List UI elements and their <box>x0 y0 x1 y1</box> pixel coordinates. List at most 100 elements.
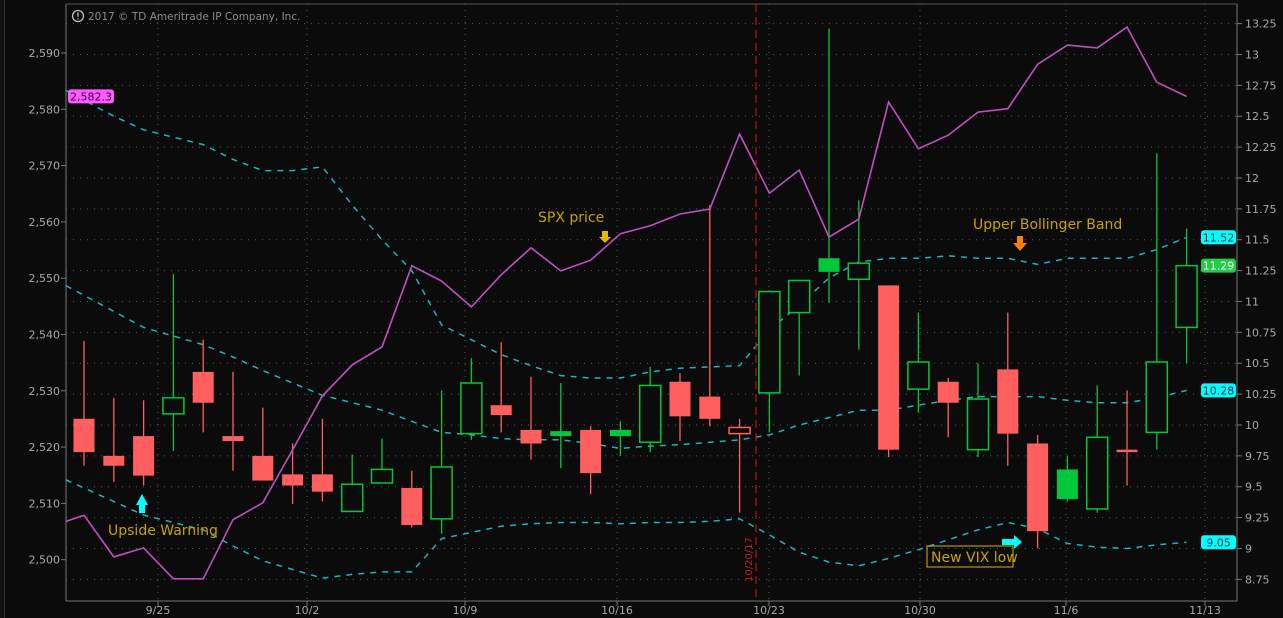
candle <box>669 373 691 442</box>
middle-band-value-label-text: 10.28 <box>1203 384 1235 397</box>
candle <box>907 312 930 413</box>
arrow-down-icon <box>599 231 611 243</box>
candle-body <box>103 455 125 466</box>
upside-warning-label: Upside Warning <box>108 523 218 539</box>
spx-price-label: SPX price <box>538 210 604 226</box>
upper-band-line <box>65 89 1187 379</box>
candle-body <box>370 468 394 484</box>
left-tick-label: 2,530 <box>29 385 61 398</box>
candle-body <box>997 369 1019 434</box>
copyright: 2017 © TD Ameritrade IP Company, Inc. <box>71 9 300 23</box>
copyright-text: 2017 © TD Ameritrade IP Company, Inc. <box>88 11 300 23</box>
new-vix-low-label: New VIX low <box>931 550 1018 566</box>
candle-body <box>580 429 602 474</box>
lower-band-value-label-bg <box>1201 535 1236 550</box>
candle <box>340 454 364 513</box>
right-tick-label: 10 <box>1245 419 1259 432</box>
candle-body <box>460 382 483 435</box>
x-tick-label: 10/23 <box>753 604 785 617</box>
spx-price-line-start <box>65 514 85 523</box>
annotations: Upside Warning SPX price Upper Bollinger… <box>108 210 1122 568</box>
middle-band-value-label: 10.28 <box>1201 383 1236 398</box>
candle-body <box>340 483 364 513</box>
left-tick-label: 2,590 <box>29 47 61 60</box>
candle <box>1175 228 1198 364</box>
candle <box>370 438 394 484</box>
upper-band-value-label-bg <box>1201 230 1236 245</box>
lower-band-line <box>65 479 1187 579</box>
x-tick-label: 10/2 <box>295 604 320 617</box>
candle-body <box>430 466 453 520</box>
new-vix-low-box <box>926 545 1014 568</box>
date-marker-label: 10/20/17 <box>744 537 755 582</box>
candle-body <box>728 426 751 435</box>
right-tick-label: 12 <box>1245 172 1259 185</box>
candle-body <box>490 405 512 416</box>
candle-body <box>699 396 721 419</box>
candle <box>401 470 423 528</box>
left-tick-label: 2,570 <box>29 160 61 173</box>
candle <box>638 366 662 453</box>
candle <box>460 358 483 440</box>
candle-body <box>907 361 930 390</box>
candle-body <box>73 418 95 453</box>
spx-last-price-label: 2,582.3 <box>68 89 114 104</box>
axes: 8.75 9 9.25 9.5 9.75 10 10.25 10.5 10.75 11 11.25 1… <box>29 3 1277 617</box>
right-tick-label: 10.5 <box>1245 357 1270 370</box>
arrow-down-icon <box>1013 236 1027 251</box>
candle-body <box>252 455 274 481</box>
left-edge-panel <box>0 0 5 618</box>
candle-body <box>1116 449 1138 453</box>
candle <box>282 443 304 505</box>
left-tick-label: 2,550 <box>29 272 61 285</box>
candle <box>966 363 990 458</box>
arrow-up-icon <box>136 494 148 513</box>
candle-body <box>192 371 214 403</box>
candle-body <box>162 397 185 415</box>
x-tick-label: 10/16 <box>601 604 633 617</box>
right-tick-label: 11 <box>1245 295 1259 308</box>
spx-last-price-label-text: 2,582.3 <box>70 90 112 103</box>
price-labels: 2,582.3 11.52 11.29 10.28 9.05 <box>68 89 1236 550</box>
candle <box>520 376 542 460</box>
candle-body <box>520 429 542 444</box>
right-tick-label: 10.75 <box>1245 326 1277 339</box>
candle-body <box>818 258 840 272</box>
spx-line <box>65 25 1187 580</box>
candle-body <box>966 398 990 451</box>
arrow-right-icon <box>1002 535 1022 549</box>
candle-body <box>282 474 304 486</box>
right-tick-label: 11.75 <box>1245 203 1277 216</box>
candle <box>103 397 125 482</box>
candle-body <box>133 436 155 476</box>
candle <box>847 200 871 350</box>
candles <box>73 28 1198 549</box>
right-tick-label: 12.25 <box>1245 141 1277 154</box>
candle-body <box>1056 469 1078 500</box>
candle <box>878 285 900 458</box>
candle-body <box>222 436 244 442</box>
candle <box>1116 390 1138 486</box>
upper-band-value-label: 11.52 <box>1201 230 1236 245</box>
right-tick-label: 12.5 <box>1245 110 1270 123</box>
candle-body <box>847 262 871 280</box>
upper-band-value-label-text: 11.52 <box>1203 231 1235 244</box>
candle <box>609 421 631 456</box>
right-tick-label: 13 <box>1245 48 1259 61</box>
candle-body <box>1085 436 1109 510</box>
candle <box>252 407 274 481</box>
candle-body <box>550 431 572 437</box>
x-tick-label: 11/13 <box>1189 604 1221 617</box>
info-icon <box>71 9 85 23</box>
candle <box>162 274 185 451</box>
candle <box>1145 153 1169 450</box>
right-tick-label: 12.75 <box>1245 79 1277 92</box>
candle <box>787 279 811 376</box>
bollinger-bands <box>65 89 1187 579</box>
upper-bollinger-label: Upper Bollinger Band <box>973 217 1122 233</box>
candle <box>818 28 840 303</box>
x-tick-label: 11/6 <box>1054 604 1079 617</box>
left-tick-label: 2,500 <box>29 554 61 567</box>
x-tick-label: 10/30 <box>904 604 936 617</box>
left-tick-label: 2,540 <box>29 329 61 342</box>
